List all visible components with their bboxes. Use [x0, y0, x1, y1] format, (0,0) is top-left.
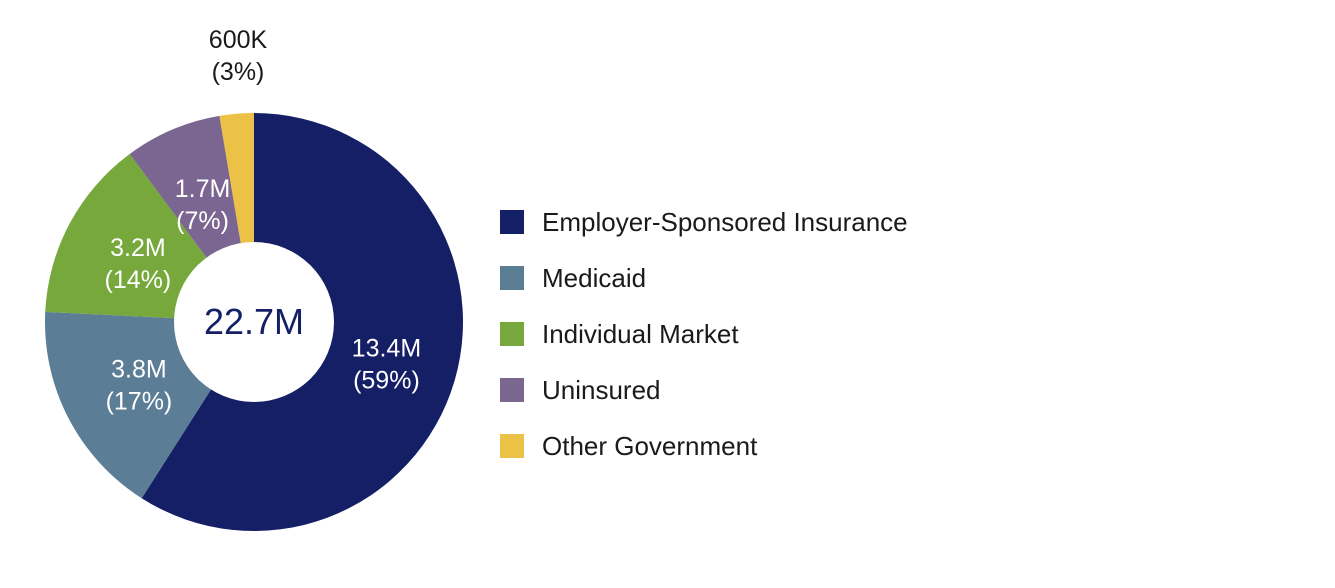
legend-label: Medicaid — [542, 262, 647, 293]
slice-value-label: 600K — [209, 26, 268, 54]
legend-swatch — [500, 210, 524, 234]
legend-item-uninsured: Uninsured — [500, 362, 908, 418]
donut-total-label: 22.7M — [204, 301, 304, 342]
legend-swatch — [500, 266, 524, 290]
slice-percent-label: (17%) — [106, 388, 173, 416]
legend-swatch — [500, 322, 524, 346]
slice-labels: 13.4M (59%) 3.8M (17%) 3.2M (14%) 1.7M (7%) 600K… — [105, 26, 422, 416]
slice-value-label: 3.8M — [111, 356, 167, 384]
legend-item-medicaid: Medicaid — [500, 250, 908, 306]
slice-percent-label: (59%) — [353, 367, 420, 395]
legend-label: Individual Market — [542, 318, 739, 349]
legend-item-individual-market: Individual Market — [500, 306, 908, 362]
legend: Employer-Sponsored Insurance Medicaid In… — [500, 194, 908, 474]
legend-label: Other Government — [542, 430, 758, 461]
slice-value-label: 13.4M — [352, 335, 421, 363]
legend-label: Employer-Sponsored Insurance — [542, 206, 908, 237]
slice-percent-label: (3%) — [212, 58, 265, 86]
legend-item-other-government: Other Government — [500, 418, 908, 474]
donut-hole — [174, 242, 334, 402]
slice-value-label: 3.2M — [110, 234, 166, 262]
legend-swatch — [500, 434, 524, 458]
slice-value-label: 1.7M — [175, 175, 231, 203]
legend-label: Uninsured — [542, 374, 661, 405]
slice-percent-label: (14%) — [105, 266, 172, 294]
legend-swatch — [500, 378, 524, 402]
legend-item-employer-sponsored: Employer-Sponsored Insurance — [500, 194, 908, 250]
slice-percent-label: (7%) — [176, 207, 229, 235]
